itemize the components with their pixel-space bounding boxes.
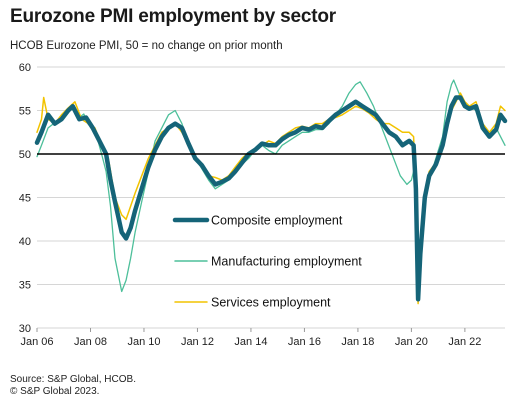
series-line-services-employment xyxy=(36,92,506,305)
series-line-composite-employment xyxy=(34,95,508,302)
y-gridlines xyxy=(37,66,505,329)
y-tick-label: 40 xyxy=(19,236,31,248)
source-line: Source: S&P Global, HCOB. xyxy=(10,374,136,385)
x-tick-label: Jan 12 xyxy=(181,336,214,348)
source-note: Source: S&P Global, HCOB. © S&P Global 2… xyxy=(10,374,136,398)
y-tick-label: 60 xyxy=(19,62,31,74)
x-tick-label: Jan 06 xyxy=(20,336,53,348)
chart-subtitle: HCOB Eurozone PMI, 50 = no change on pri… xyxy=(10,40,283,52)
legend: Composite employment Manufacturing employ… xyxy=(172,214,362,310)
y-tick-label: 55 xyxy=(19,106,31,118)
chart-title: Eurozone PMI employment by sector xyxy=(10,6,336,27)
x-tick-label: Jan 08 xyxy=(74,336,107,348)
x-tick-label: Jan 20 xyxy=(395,336,428,348)
y-tick-label: 30 xyxy=(19,323,31,335)
x-tick-label: Jan 16 xyxy=(288,336,321,348)
series-lines xyxy=(34,79,508,305)
copyright-line: © S&P Global 2023. xyxy=(10,386,100,397)
x-tick-label: Jan 10 xyxy=(127,336,160,348)
x-axis: Jan 06 Jan 08 Jan 10 Jan 12 Jan 14 Jan 16 Jan … xyxy=(20,328,481,348)
y-axis: 30 35 40 45 50 55 60 xyxy=(19,62,31,335)
legend-label: Services employment xyxy=(211,296,331,310)
legend-label: Composite employment xyxy=(211,214,343,228)
legend-label: Manufacturing employment xyxy=(211,255,362,269)
x-tick-label: Jan 14 xyxy=(234,336,267,348)
y-tick-label: 35 xyxy=(19,280,31,292)
x-tick-label: Jan 22 xyxy=(448,336,481,348)
x-tick-label: Jan 18 xyxy=(341,336,374,348)
y-tick-label: 45 xyxy=(19,193,31,205)
y-tick-label: 50 xyxy=(19,149,31,161)
